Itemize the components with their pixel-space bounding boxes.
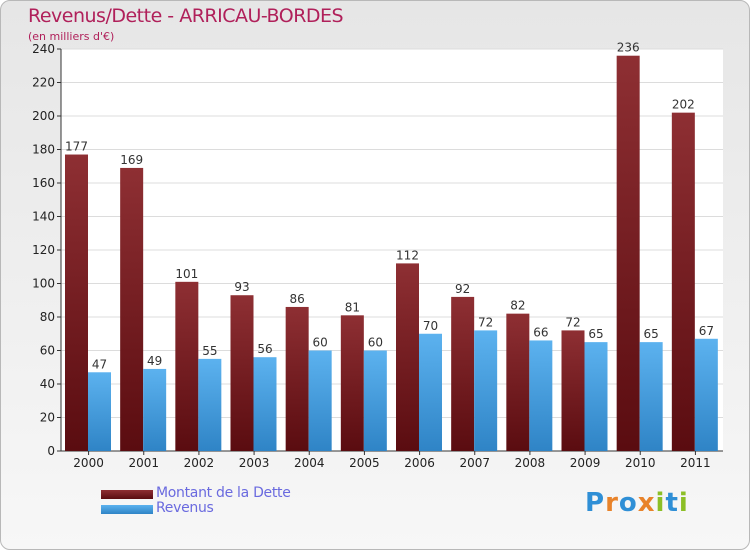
revenue-bar <box>639 342 663 451</box>
revenue-value-label: 60 <box>313 336 328 350</box>
debt-value-label: 72 <box>565 315 580 329</box>
debt-value-label: 169 <box>120 153 143 167</box>
y-tick-label: 120 <box>32 243 55 257</box>
x-tick-label: 2011 <box>680 456 711 470</box>
chart-title: Revenus/Dette - ARRICAU-BORDES <box>28 5 344 27</box>
debt-bar <box>561 330 585 451</box>
debt-bar <box>230 295 254 451</box>
revenue-bar <box>419 333 442 451</box>
logo-letter: P <box>585 488 606 518</box>
revenue-value-label: 49 <box>147 354 162 368</box>
y-tick-label: 100 <box>32 277 55 291</box>
revenue-value-label: 65 <box>588 327 603 341</box>
logo-letter: r <box>605 488 619 518</box>
debt-value-label: 177 <box>65 140 88 154</box>
x-tick-label: 2004 <box>294 456 325 470</box>
revenue-bar <box>88 372 111 451</box>
y-tick-label: 60 <box>40 344 55 358</box>
logo-letter: o <box>618 488 638 518</box>
debt-bar <box>285 306 309 451</box>
revenue-value-label: 65 <box>644 327 659 341</box>
logo-letter: i <box>655 488 666 518</box>
revenue-bar <box>363 350 387 451</box>
debt-bar <box>506 313 530 451</box>
legend-label-revenue: Revenus <box>156 500 214 516</box>
y-tick-label: 220 <box>32 76 55 90</box>
y-tick-label: 20 <box>40 411 55 425</box>
logo-letter: x <box>637 488 656 518</box>
revenue-value-label: 56 <box>257 342 272 356</box>
debt-bar <box>451 296 475 451</box>
revenue-bar <box>529 340 553 451</box>
revenue-bar <box>308 350 332 451</box>
x-tick-label: 2006 <box>404 456 435 470</box>
logo-letter: t <box>665 488 679 518</box>
x-tick-label: 2008 <box>515 456 546 470</box>
debt-bar <box>340 315 364 451</box>
debt-value-label: 86 <box>290 292 305 306</box>
debt-value-label: 202 <box>672 98 695 112</box>
revenue-value-label: 55 <box>202 344 217 358</box>
y-tick-label: 180 <box>32 143 55 157</box>
logo-letter: i <box>678 488 689 518</box>
revenue-bar <box>198 358 222 451</box>
revenue-bar <box>253 357 277 451</box>
revenue-value-label: 70 <box>423 319 438 333</box>
debt-bar <box>396 263 419 451</box>
x-tick-label: 2002 <box>184 456 215 470</box>
legend-label-debt: Montant de la Dette <box>156 485 291 501</box>
legend-swatch-debt <box>101 490 153 499</box>
revenue-value-label: 47 <box>92 357 107 371</box>
debt-value-label: 112 <box>396 248 419 262</box>
revenue-value-label: 60 <box>368 336 383 350</box>
x-tick-label: 2003 <box>239 456 270 470</box>
debt-bar <box>616 55 640 451</box>
y-tick-label: 140 <box>32 210 55 224</box>
debt-value-label: 92 <box>455 282 470 296</box>
debt-bar <box>65 154 88 451</box>
y-tick-label: 0 <box>47 444 55 458</box>
y-tick-label: 40 <box>40 377 55 391</box>
y-tick-label: 200 <box>32 109 55 123</box>
x-tick-label: 2005 <box>349 456 380 470</box>
debt-bar <box>120 167 144 452</box>
revenue-value-label: 66 <box>533 325 548 339</box>
legend-swatch-revenue <box>101 505 153 514</box>
y-tick-label: 160 <box>32 176 55 190</box>
y-tick-label: 80 <box>40 310 55 324</box>
debt-bar <box>175 281 199 451</box>
debt-value-label: 93 <box>234 280 249 294</box>
x-tick-label: 2001 <box>128 456 159 470</box>
revenue-bar <box>584 342 608 451</box>
proxiti-logo: Proxiti <box>585 488 689 518</box>
revenue-bar <box>694 338 718 451</box>
debt-bar <box>671 112 695 452</box>
debt-value-label: 81 <box>345 300 360 314</box>
debt-value-label: 236 <box>617 41 640 55</box>
revenue-bar <box>143 368 167 451</box>
x-tick-label: 2007 <box>459 456 490 470</box>
y-tick-label: 240 <box>32 42 55 56</box>
x-tick-label: 2009 <box>570 456 601 470</box>
x-tick-label: 2010 <box>625 456 656 470</box>
debt-value-label: 82 <box>510 299 525 313</box>
revenue-value-label: 72 <box>478 315 493 329</box>
x-tick-label: 2000 <box>73 456 104 470</box>
debt-value-label: 101 <box>175 267 198 281</box>
revenue-bar <box>474 330 498 451</box>
chart-subtitle: (en milliers d'€) <box>28 30 115 43</box>
revenue-value-label: 67 <box>699 324 714 338</box>
